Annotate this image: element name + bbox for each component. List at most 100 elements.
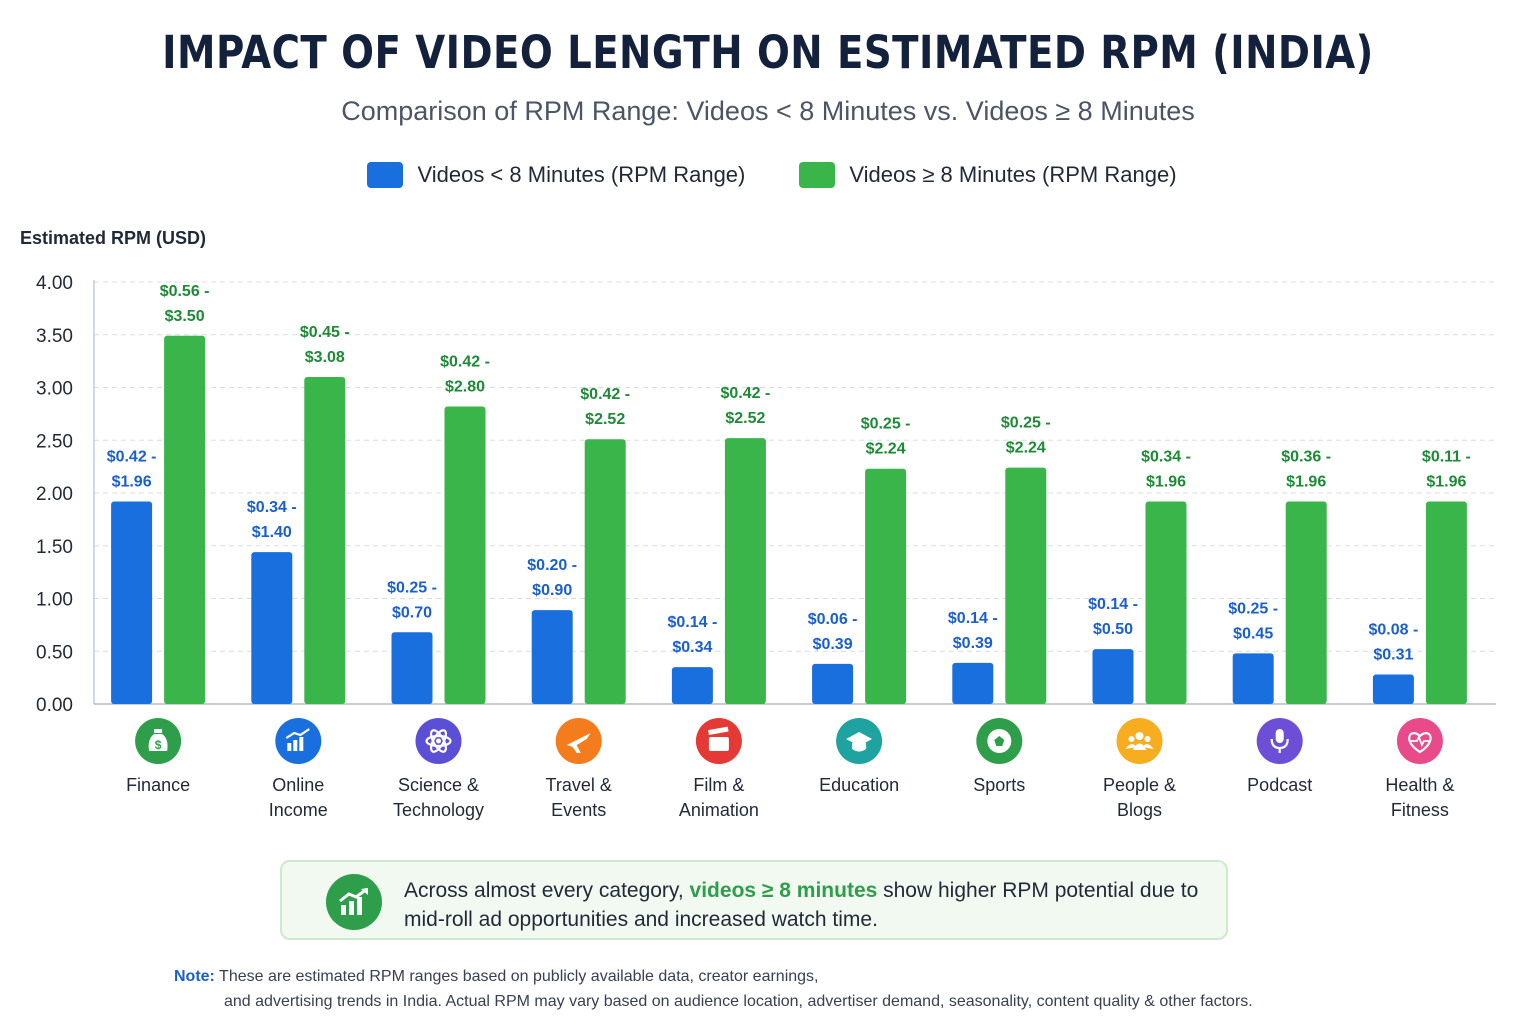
y-tick-label: 1.00 [36, 590, 73, 611]
x-tick-label: Blogs [1117, 800, 1162, 820]
people-icon [1116, 718, 1163, 764]
growth-chart-icon [275, 718, 322, 764]
legend-swatch-long [799, 162, 836, 188]
data-label: $2.52 [725, 410, 765, 427]
bar-short-videos [812, 663, 854, 704]
data-label: $0.45 - [300, 324, 350, 341]
insight-text-after: show higher RPM potential due to mid-rol… [404, 879, 1199, 931]
bar-short-videos [1232, 653, 1274, 704]
chart-subtitle: Comparison of RPM Range: Videos < 8 Minu… [341, 96, 1195, 126]
data-label: $0.42 - [720, 385, 770, 402]
data-label: $0.39 [953, 635, 993, 652]
heart-glyph [1408, 732, 1432, 754]
bar-short-videos [952, 662, 994, 704]
x-tick-label: Events [551, 800, 606, 820]
bar-chart: Estimated RPM (USD) 0.00 0.50 1.00 1.50 2.00 2… [20, 228, 1496, 820]
data-label: $2.24 [866, 441, 906, 458]
bar-long-videos [1425, 501, 1467, 704]
y-tick-label: 2.50 [36, 431, 73, 452]
microphone-glyph [1270, 738, 1289, 753]
data-label: $1.96 [112, 473, 152, 490]
bar-short-videos [531, 610, 573, 704]
x-tick-label: Education [819, 775, 899, 795]
data-label: $0.25 - [1228, 600, 1278, 617]
x-tick-label: People & [1103, 775, 1176, 795]
note-line-2: and advertising trends in India. Actual … [224, 993, 1253, 1010]
people-glyph [1144, 736, 1151, 742]
people-glyph [1135, 732, 1144, 740]
bar-short-videos [111, 501, 153, 704]
data-label: $0.50 [1093, 621, 1133, 638]
data-label: $0.70 [392, 604, 432, 621]
insight-highlight: videos ≥ 8 minutes [689, 879, 878, 902]
x-tick-label: Sports [973, 775, 1025, 795]
data-label: $0.34 [672, 639, 712, 656]
data-label: $0.14 - [1088, 596, 1138, 613]
film-clapper-glyph [708, 726, 729, 735]
microphone-glyph [1275, 729, 1284, 743]
y-tick-label: 1.50 [36, 537, 73, 558]
note-label: Note: [174, 968, 215, 985]
y-tick-label: 2.00 [36, 484, 73, 505]
data-label: $2.24 [1006, 440, 1046, 457]
chart-legend: Videos < 8 Minutes (RPM Range) Videos ≥ … [0, 162, 1536, 188]
growth-chart-glyph [285, 728, 310, 739]
graduation-cap-glyph [852, 743, 867, 752]
bar-long-videos [724, 438, 766, 704]
bar-long-videos [1145, 501, 1187, 704]
legend-item-short-videos: Videos < 8 Minutes (RPM Range) [359, 162, 745, 188]
people-glyph [1142, 743, 1154, 749]
data-label: $0.08 - [1368, 621, 1418, 638]
atom-glyph [430, 729, 447, 753]
bar-long-videos [584, 439, 626, 704]
bar-long-videos [865, 468, 907, 704]
x-tick-label: Science & [398, 775, 479, 795]
data-label: $0.36 - [1281, 448, 1331, 465]
data-label: $0.11 - [1422, 448, 1471, 465]
data-label: $0.31 [1373, 646, 1413, 663]
y-axis-title: Estimated RPM (USD) [20, 228, 206, 248]
heart-glyph [1410, 734, 1429, 748]
bar-long-videos [304, 376, 346, 704]
data-label: $1.96 [1426, 473, 1466, 490]
y-tick-label: 0.50 [36, 642, 73, 663]
x-tick-label: Travel & [546, 775, 612, 795]
graduation-cap-glyph [846, 732, 873, 746]
data-label: $0.45 [1233, 625, 1273, 642]
data-label: $0.39 [813, 636, 853, 653]
people-glyph [1128, 736, 1135, 742]
atom-glyph [430, 729, 447, 753]
data-label: $0.25 - [387, 579, 437, 596]
legend-label-short: Videos < 8 Minutes (RPM Range) [417, 162, 746, 187]
atom-glyph [425, 734, 452, 748]
insight-text: Across almost every category, videos ≥ 8… [404, 876, 1204, 934]
data-label: $2.80 [445, 378, 485, 395]
data-label: $0.25 - [861, 416, 911, 433]
data-label: $0.06 - [808, 611, 858, 628]
bar-short-videos [1092, 649, 1134, 704]
growth-chart-icon [326, 874, 382, 930]
insight-text-before: Across almost every category, [404, 879, 690, 902]
growth-chart-glyph [293, 740, 298, 751]
airplane-glyph [566, 733, 591, 753]
data-label: $0.34 - [1141, 448, 1191, 465]
bar-long-videos [1005, 467, 1047, 704]
atom-glyph [436, 738, 441, 744]
data-label: $0.90 [532, 582, 572, 599]
x-tick-label: Online [272, 775, 324, 795]
data-label: $0.42 - [107, 448, 157, 465]
bar-long-videos [1285, 501, 1327, 704]
x-tick-label: Film & [693, 775, 744, 795]
data-label: $0.42 - [580, 386, 630, 403]
y-tick-label: 3.00 [36, 379, 73, 400]
people-glyph [1125, 743, 1137, 749]
x-tick-label: Health & [1385, 775, 1454, 795]
data-label: $0.25 - [1001, 415, 1051, 432]
note-line-1: These are estimated RPM ranges based on … [219, 968, 819, 985]
chart-title: IMPACT OF VIDEO LENGTH ON ESTIMATED RPM … [162, 26, 1374, 79]
x-tick-label: Animation [679, 800, 759, 820]
data-label: $2.52 [585, 411, 625, 428]
legend-item-long-videos: Videos ≥ 8 Minutes (RPM Range) [791, 162, 1177, 188]
y-tick-label: 4.00 [36, 273, 73, 294]
data-label: $1.96 [1286, 473, 1326, 490]
